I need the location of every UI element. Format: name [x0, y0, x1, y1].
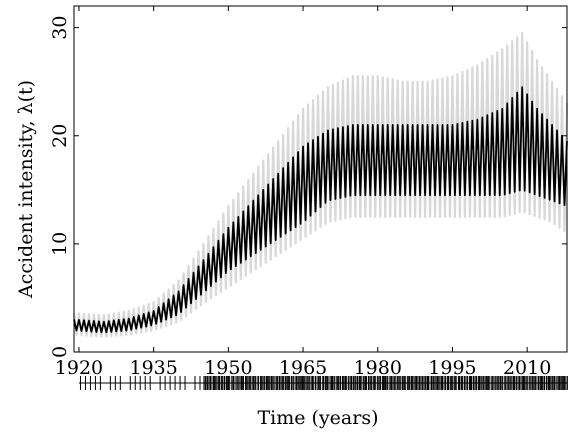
- median-band: [73, 86, 568, 334]
- x-tick-label: 1965: [279, 357, 327, 379]
- median-band-line: [73, 86, 568, 334]
- x-tick-label: 1950: [204, 357, 252, 379]
- credible-interval-line: [72, 31, 569, 338]
- x-axis-ticks: 1920 1935 1950 1965 1980 1995 2010: [55, 6, 551, 379]
- event-rug: [78, 376, 568, 390]
- x-tick-label: 1980: [354, 357, 402, 379]
- x-axis-label: Time (years): [257, 407, 378, 429]
- x-tick-label: 2010: [503, 357, 551, 379]
- credible-interval-band: [72, 31, 569, 338]
- x-tick-label: 1935: [129, 357, 177, 379]
- y-axis-label: Accident intensity, λ(t): [15, 80, 37, 299]
- x-tick-label: 1920: [55, 357, 103, 379]
- plot-frame: [73, 5, 568, 353]
- y-tick-label: 20: [49, 124, 71, 148]
- y-tick-label: 10: [49, 232, 71, 256]
- y-tick-label: 30: [49, 16, 71, 40]
- y-tick-label: 0: [49, 346, 71, 358]
- x-tick-label: 1995: [428, 357, 476, 379]
- y-axis-ticks: 0 10 20 30: [49, 16, 567, 358]
